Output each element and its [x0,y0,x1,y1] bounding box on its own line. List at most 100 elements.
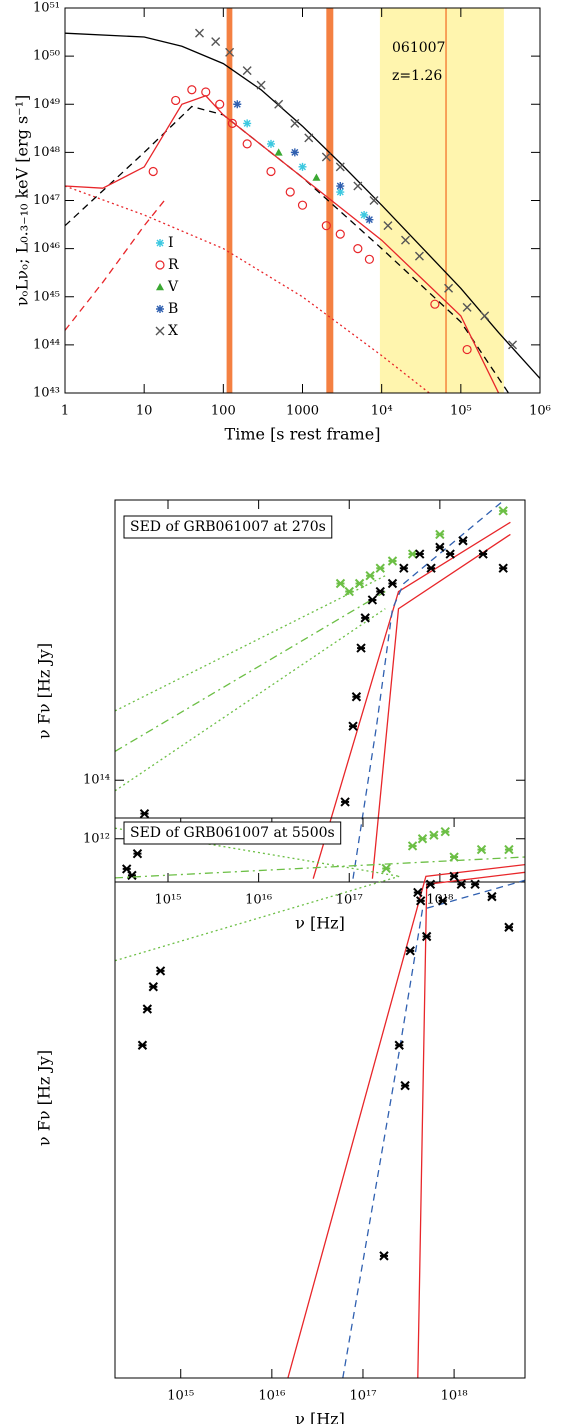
data-point [383,221,393,231]
data-point [462,302,472,312]
y-axis-label: ν Fν [Hz Jy] [35,643,54,739]
data-point [356,643,366,653]
data-point [425,879,436,889]
legend-label: V [167,279,179,295]
data-point [290,118,300,128]
data-point [435,529,445,540]
model-line [115,856,525,879]
x-tick-label: 10⁵ [450,404,472,419]
data-point [335,229,345,239]
data-point [233,100,242,109]
data-point [387,556,398,566]
data-point [227,118,237,129]
data-point [470,879,480,889]
data-point [242,66,252,76]
x-tick-label: 10⁴ [371,404,393,419]
data-point [401,235,410,245]
data-point [274,99,284,109]
data-point [458,536,468,546]
data-point [379,1251,389,1261]
data-point [312,173,321,181]
x-axis-label: ν [Hz] [295,914,345,933]
annotation-box [123,821,342,845]
x-tick-label: 10¹⁵ [167,1389,194,1404]
data-point [480,311,490,321]
data-point [139,808,150,819]
shaded-band [226,8,233,393]
data-point [344,586,354,597]
x-tick-label: 10¹⁷ [336,893,363,908]
data-point [430,299,440,309]
model-line [342,879,525,1378]
legend-marker [155,326,165,336]
data-point [365,571,375,581]
data-point [445,549,455,559]
x-tick-label: 10¹⁶ [245,893,272,908]
y-tick-label: 10⁴⁸ [33,145,60,160]
y-tick-label: 10⁴⁶ [33,241,60,256]
data-point [405,946,415,956]
model-line [65,185,430,393]
model-line [371,533,511,879]
x-tick-label: 100 [211,404,236,419]
x-tick-label: 10⁶ [529,404,551,419]
model-line [352,500,506,879]
data-point [387,578,398,589]
data-point [487,891,497,902]
model-line [115,591,386,752]
data-point [211,37,221,47]
data-point [187,85,197,95]
data-point [225,47,235,57]
x-tick-label: 10¹⁸ [441,1389,468,1404]
y-axis-label: ν Fν [Hz Jy] [35,1050,54,1146]
data-point [148,982,158,992]
data-point [348,721,358,731]
data-point [243,119,252,128]
data-point [354,578,365,589]
data-point [242,139,252,149]
data-point [201,87,211,97]
data-point [360,613,370,623]
y-tick-label: 10⁵⁰ [33,49,60,64]
data-point [335,162,345,172]
data-point [504,844,514,855]
legend-marker [156,305,164,313]
data-point [375,586,385,597]
model-line [65,200,165,331]
y-tick-label: 10⁴⁹ [33,97,60,112]
annotation: SED of GRB061007 at 5500s [130,825,335,841]
model-line [287,863,525,1378]
data-point [148,166,158,177]
data-point [417,834,428,844]
x-tick-label: 1 [61,404,69,419]
data-point [444,283,454,293]
data-point [456,879,467,889]
data-point [353,244,363,254]
model-line [115,608,386,792]
data-point [407,549,418,559]
plot-area [115,500,511,881]
annotation: SED of GRB061007 at 270s [130,519,326,535]
annotation: z=1.26 [392,68,442,84]
x-axis-label: Time [s rest frame] [225,425,381,444]
data-point [340,797,350,807]
annotation-box [123,515,333,539]
x-tick-label: 10 [136,404,153,419]
data-point [375,563,385,573]
x-axis-label: ν [Hz] [295,1410,345,1424]
shaded-band [326,8,334,393]
data-point [336,188,345,197]
data-point [369,196,379,205]
legend-marker [155,260,165,270]
data-point [449,871,459,881]
legend-marker [156,283,164,291]
data-point [504,922,514,932]
data-point [435,542,445,552]
y-tick-label: 10⁴⁵ [33,289,60,304]
data-point [274,148,283,156]
legend-label: R [168,257,179,273]
y-tick-label: 10⁵¹ [33,1,60,16]
data-point [394,1040,404,1050]
